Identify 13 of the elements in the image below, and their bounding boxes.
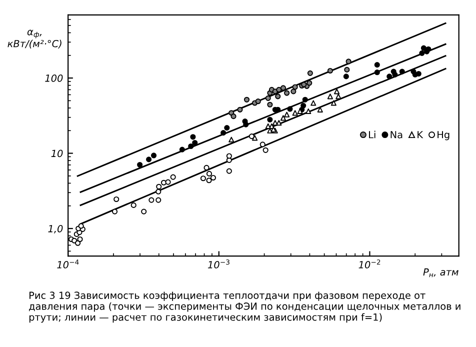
y-tick-label: 1,0 [48, 224, 63, 234]
legend-label: K [418, 131, 424, 138]
legend-label: Na [390, 131, 402, 138]
x-axis-title: P$_{н}$, атм [423, 268, 458, 278]
y-tick-label: 100 [45, 74, 63, 82]
legend-label: Li [369, 130, 376, 138]
x-tick-label: 10$^{−3}$ [208, 259, 230, 268]
y-axis-title: α$_{ф}$, кВт/(м²·°С) [8, 30, 62, 48]
x-tick-label: 10$^{−4}$ [57, 260, 79, 268]
y-tick-label: 10 [51, 150, 63, 158]
x-tick-label: 10$^{−2}$ [358, 259, 380, 268]
text: Рис 3 19 Зависимость коэффициента теплоотдачи при фазовом переходе от давления пара (точки — эксперименты ФЭИ по конденсации щелочных металлов и ртути; линии — расчет по газокинетическим зависимостям при f=1) [29, 292, 460, 323]
legend-label: Hg [438, 131, 450, 140]
